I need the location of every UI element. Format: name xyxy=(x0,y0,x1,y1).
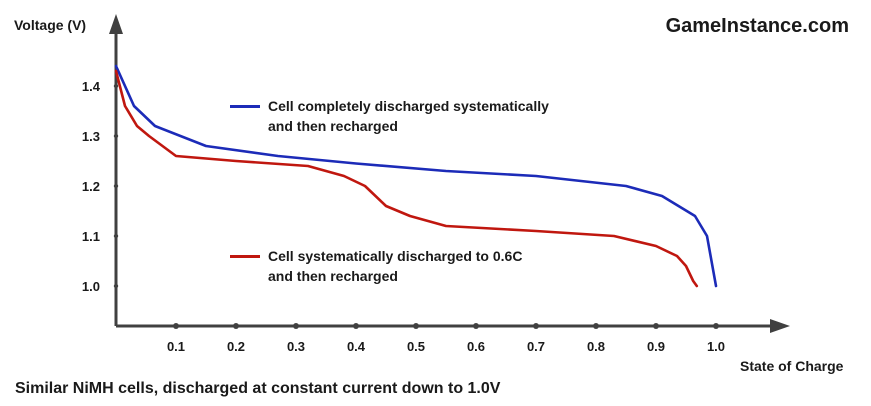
legend-swatch-series-2 xyxy=(230,255,260,258)
x-tick-mark xyxy=(713,323,719,329)
x-tick-mark xyxy=(593,323,599,329)
x-tick-mark xyxy=(413,323,419,329)
chart-caption: Similar NiMH cells, discharged at consta… xyxy=(15,380,501,397)
series-line-2 xyxy=(114,69,699,288)
y-axis-arrow-icon xyxy=(109,14,123,34)
y-tick-mark xyxy=(113,133,119,139)
y-tick-mark xyxy=(113,233,119,239)
x-tick-label: 0.8 xyxy=(587,339,605,354)
y-tick-label: 1.0 xyxy=(82,279,100,294)
y-tick-mark xyxy=(113,83,119,89)
x-tick-label: 0.3 xyxy=(287,339,305,354)
x-tick-label: 0.1 xyxy=(167,339,185,354)
site-watermark: GameInstance.com xyxy=(665,15,849,37)
x-tick-mark xyxy=(353,323,359,329)
x-tick-label: 0.5 xyxy=(407,339,425,354)
legend-swatch-series-1 xyxy=(230,105,260,108)
x-tick-label: 0.7 xyxy=(527,339,545,354)
x-axis-arrow-icon xyxy=(770,319,790,333)
legend-label-line: and then recharged xyxy=(268,268,398,284)
x-tick-mark xyxy=(173,323,179,329)
x-tick-mark xyxy=(233,323,239,329)
legend-label-line: and then recharged xyxy=(268,118,398,134)
x-tick-label: 0.9 xyxy=(647,339,665,354)
legend-entry-series-2: Cell systematically discharged to 0.6C a… xyxy=(230,246,523,286)
x-tick-mark xyxy=(473,323,479,329)
y-tick-label: 1.4 xyxy=(82,79,101,94)
x-tick-label: 0.6 xyxy=(467,339,485,354)
legend-entry-series-1: Cell completely discharged systematicall… xyxy=(230,96,549,136)
y-tick-label: 1.2 xyxy=(82,179,100,194)
y-tick-label: 1.1 xyxy=(82,229,100,244)
legend-label-line: Cell completely discharged systematicall… xyxy=(268,98,549,114)
x-tick-mark xyxy=(533,323,539,329)
y-tick-mark xyxy=(113,183,119,189)
x-axis-title: State of Charge xyxy=(740,358,844,374)
y-tick-mark xyxy=(113,283,119,289)
y-axis-title: Voltage (V) xyxy=(14,17,87,33)
x-tick-mark xyxy=(293,323,299,329)
x-tick-label: 0.2 xyxy=(227,339,245,354)
x-tick-label: 1.0 xyxy=(707,339,725,354)
x-tick-label: 0.4 xyxy=(347,339,366,354)
y-tick-label: 1.3 xyxy=(82,129,100,144)
legend-label-line: Cell systematically discharged to 0.6C xyxy=(268,248,523,264)
series-line-1 xyxy=(114,64,718,288)
x-tick-mark xyxy=(653,323,659,329)
